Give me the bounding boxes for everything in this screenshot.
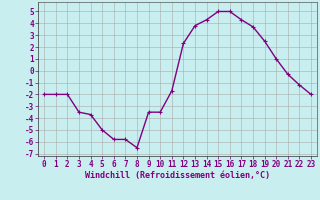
X-axis label: Windchill (Refroidissement éolien,°C): Windchill (Refroidissement éolien,°C) — [85, 171, 270, 180]
